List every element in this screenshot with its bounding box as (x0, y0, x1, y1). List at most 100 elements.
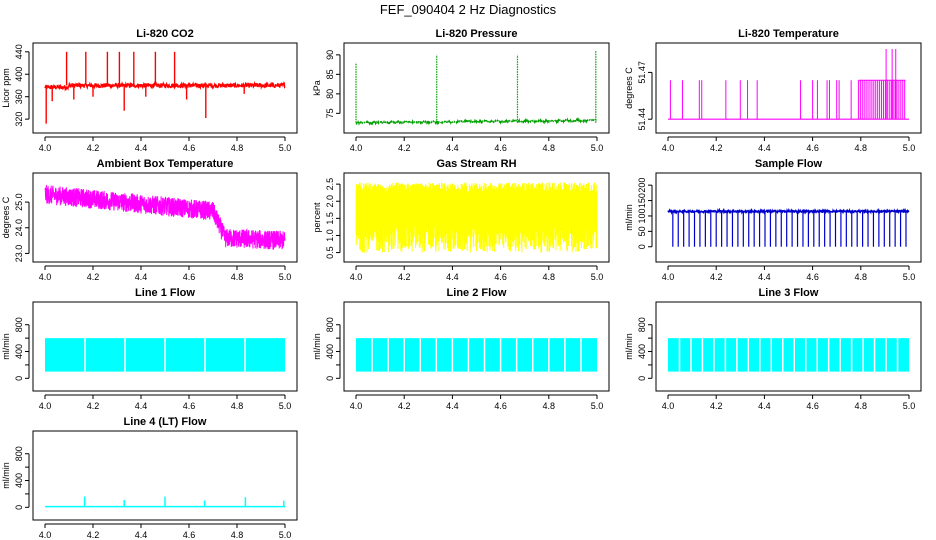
y-tick-label: 150 (637, 193, 647, 208)
y-tick-label: 800 (637, 317, 647, 332)
x-tick-label: 5.0 (591, 143, 604, 153)
y-tick-label: 0 (14, 505, 24, 510)
y-tick-label: 51.47 (637, 61, 647, 84)
chart-panel-pressure: Li-820 Pressure kPa 4.0 4.2 4.4 4.6 4.8 5.0 75 80… (312, 28, 610, 153)
x-tick-label: 5.0 (903, 401, 916, 411)
y-tick-label: 90 (325, 50, 335, 60)
series-co2 (44, 51, 286, 124)
x-tick-label: 4.2 (398, 401, 411, 411)
x-tick-label: 4.0 (350, 272, 363, 282)
x-tick-label: 4.6 (494, 143, 507, 153)
x-axis: 4.0 4.2 4.4 4.6 4.8 5.0 (39, 136, 292, 153)
x-tick-label: 5.0 (279, 143, 292, 153)
plot-frame (655, 172, 922, 263)
y-axis-label: ml/min (312, 333, 322, 360)
chart-panel-rh: Gas Stream RH percent 4.0 4.2 4.4 4.6 4.8 5.0 0.… (312, 158, 610, 282)
x-tick-label: 5.0 (903, 272, 916, 282)
x-tick-label: 5.0 (279, 530, 292, 540)
chart-panel-line2: Line 2 Flow ml/min 4.0 4.2 4.4 4.6 4.8 5.0 0 400 8… (312, 287, 610, 411)
x-tick-label: 4.6 (183, 401, 196, 411)
y-axis: 23.0 24.0 25.0 (14, 193, 30, 262)
x-tick-label: 4.6 (806, 143, 819, 153)
chart-title: Line 2 Flow (447, 287, 507, 299)
x-tick-label: 4.8 (543, 401, 556, 411)
x-tick-label: 5.0 (903, 143, 916, 153)
x-tick-label: 4.4 (758, 401, 771, 411)
chart-panel-line4: Line 4 (LT) Flow ml/min 4.0 4.2 4.4 4.6 4.8 5.0… (1, 416, 298, 540)
x-tick-label: 4.2 (87, 530, 100, 540)
x-tick-label: 4.4 (446, 401, 459, 411)
y-tick-label: 0 (14, 376, 24, 381)
chart-panel-line1: Line 1 Flow ml/min 4.0 4.2 4.4 4.6 4.8 5.0 0 400 8… (1, 287, 298, 411)
x-axis: 4.0 4.2 4.4 4.6 4.8 5.0 (350, 136, 604, 153)
y-tick-label: 1.5 (325, 212, 335, 225)
x-tick-label: 4.0 (350, 143, 363, 153)
y-axis: 0.5 1.0 1.5 2.0 2.5 (325, 178, 341, 259)
x-tick-label: 4.6 (494, 401, 507, 411)
x-axis: 4.0 4.2 4.4 4.6 4.8 5.0 (662, 136, 916, 153)
x-tick-label: 4.2 (87, 272, 100, 282)
plot-frame (32, 301, 298, 392)
y-tick-label: 1.0 (325, 229, 335, 242)
y-axis-label: degrees C (1, 196, 11, 238)
plot-frame (343, 172, 610, 263)
x-tick-label: 4.8 (231, 530, 244, 540)
series-line3 (668, 338, 909, 372)
x-tick-label: 4.0 (662, 143, 675, 153)
y-tick-label: 440 (14, 44, 24, 59)
x-tick-label: 4.2 (87, 401, 100, 411)
flow-band (356, 338, 597, 372)
y-axis-label: ml/min (624, 333, 634, 360)
y-tick-label: 400 (637, 344, 647, 359)
x-tick-label: 4.4 (446, 143, 459, 153)
x-tick-label: 4.8 (543, 143, 556, 153)
x-tick-label: 4.0 (662, 272, 675, 282)
x-tick-label: 4.4 (135, 401, 148, 411)
x-tick-label: 4.4 (758, 143, 771, 153)
y-tick-label: 0 (325, 376, 335, 381)
x-axis: 4.0 4.2 4.4 4.6 4.8 5.0 (662, 265, 916, 282)
y-tick-label: 320 (14, 112, 24, 127)
x-axis: 4.0 4.2 4.4 4.6 4.8 5.0 (39, 523, 292, 540)
y-tick-label: 24.0 (14, 219, 24, 237)
x-tick-label: 4.2 (398, 143, 411, 153)
chart-title: Ambient Box Temperature (97, 158, 234, 170)
y-tick-label: 400 (325, 344, 335, 359)
y-tick-label: 51.44 (637, 108, 647, 131)
x-tick-label: 4.8 (231, 401, 244, 411)
x-tick-label: 4.6 (183, 272, 196, 282)
y-tick-label: 80 (325, 89, 335, 99)
y-tick-label: 2.0 (325, 195, 335, 208)
y-tick-label: 800 (14, 446, 24, 461)
plot-frame (32, 430, 298, 521)
y-axis: 51.44 51.47 (637, 61, 653, 131)
plot-frame (343, 301, 610, 392)
chart-title: Li-820 CO2 (136, 28, 193, 40)
y-tick-label: 800 (14, 317, 24, 332)
series-pressure (355, 50, 598, 126)
y-axis: 75 80 85 90 (325, 50, 341, 118)
series-rh (355, 182, 598, 253)
series-line (44, 184, 286, 250)
y-tick-label: 0 (637, 244, 647, 249)
x-tick-label: 4.6 (494, 272, 507, 282)
plot-frame (32, 172, 298, 263)
x-tick-label: 4.4 (135, 272, 148, 282)
flow-band (668, 338, 909, 372)
y-tick-label: 85 (325, 69, 335, 79)
x-tick-label: 4.6 (806, 401, 819, 411)
y-tick-label: 0 (637, 376, 647, 381)
x-tick-label: 4.6 (183, 143, 196, 153)
x-tick-label: 4.2 (710, 401, 723, 411)
y-tick-label: 75 (325, 108, 335, 118)
y-axis-label: ml/min (1, 333, 11, 360)
chart-title: Li-820 Temperature (738, 28, 839, 40)
y-tick-label: 400 (14, 344, 24, 359)
x-tick-label: 4.2 (87, 143, 100, 153)
plot-frame (343, 42, 610, 134)
x-tick-label: 4.0 (39, 401, 52, 411)
x-axis: 4.0 4.2 4.4 4.6 4.8 5.0 (662, 394, 916, 411)
y-axis: 0 400 800 (637, 317, 653, 381)
